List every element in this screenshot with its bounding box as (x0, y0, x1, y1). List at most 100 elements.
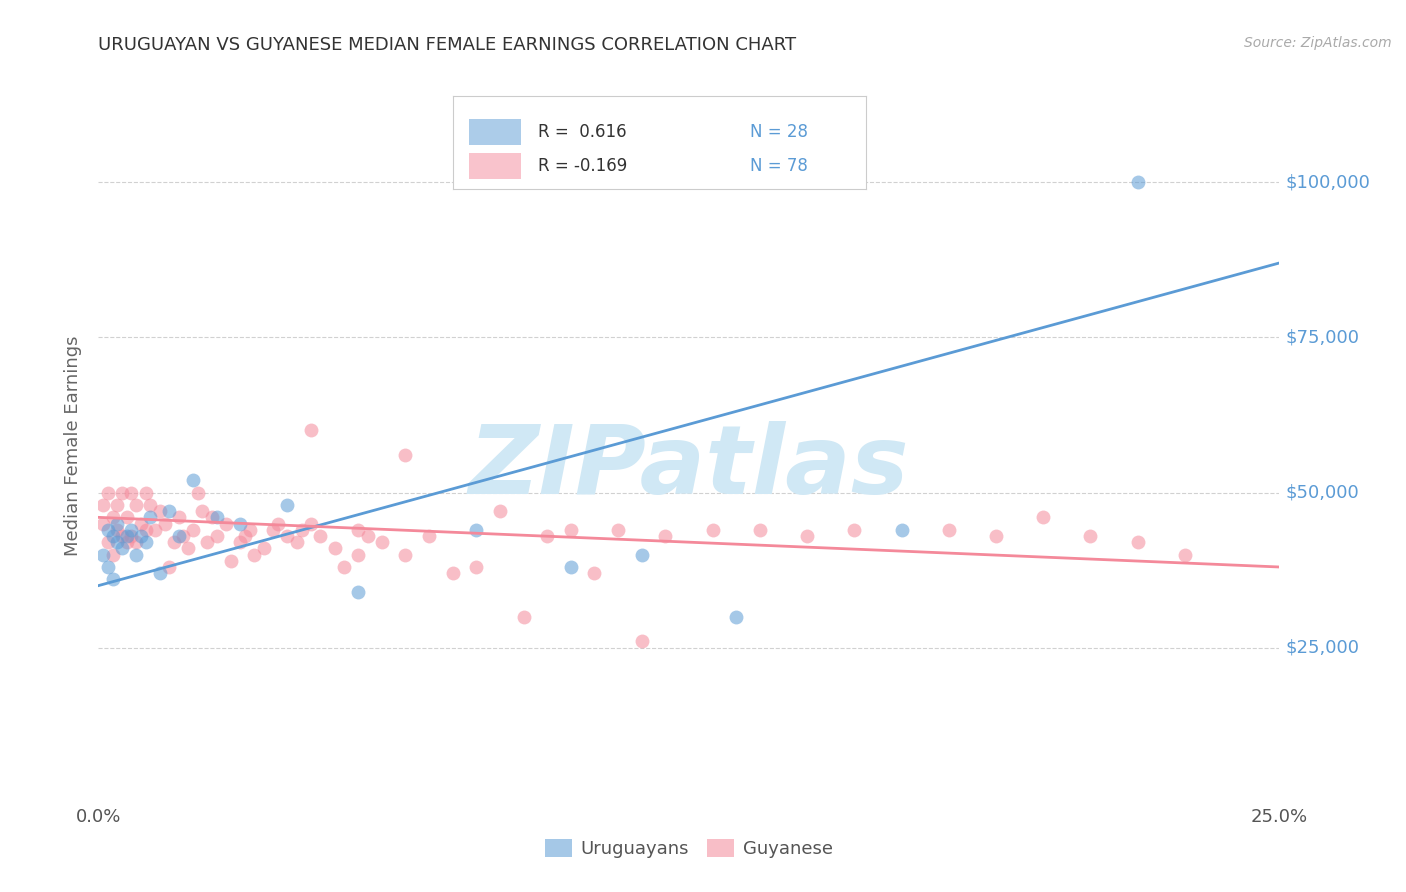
Point (191, 504, 214, 518)
Point (323, 541, 346, 556)
Point (97, 560, 120, 574)
Point (181, 523, 204, 537)
Point (167, 529, 190, 543)
Point (149, 566, 172, 581)
Text: $50,000: $50,000 (1285, 483, 1360, 501)
Point (276, 529, 298, 543)
Point (111, 485, 134, 500)
Point (347, 548, 370, 562)
Point (115, 510, 138, 524)
Point (371, 535, 394, 549)
Point (101, 529, 124, 543)
Point (262, 523, 284, 537)
Point (347, 584, 370, 599)
Point (290, 523, 312, 537)
Point (489, 504, 512, 518)
Point (1032, 510, 1054, 524)
Point (153, 516, 176, 531)
Text: URUGUAYAN VS GUYANESE MEDIAN FEMALE EARNINGS CORRELATION CHART: URUGUAYAN VS GUYANESE MEDIAN FEMALE EARN… (98, 36, 797, 54)
Point (239, 523, 262, 537)
Point (333, 560, 356, 574)
Point (101, 573, 124, 587)
Point (135, 523, 157, 537)
Point (725, 609, 748, 624)
Point (135, 485, 157, 500)
Point (796, 529, 818, 543)
Point (233, 529, 256, 543)
Bar (470, 153, 522, 179)
Point (135, 535, 157, 549)
Point (357, 529, 380, 543)
Point (938, 523, 960, 537)
Point (702, 523, 724, 537)
Point (121, 529, 143, 543)
Point (111, 541, 134, 556)
Point (844, 523, 866, 537)
Point (139, 510, 162, 524)
Point (607, 523, 630, 537)
Text: N = 78: N = 78 (751, 157, 808, 175)
Point (125, 535, 148, 549)
Point (299, 516, 322, 531)
Text: ZIPatlas: ZIPatlas (468, 421, 910, 514)
Point (172, 529, 194, 543)
Point (1174, 548, 1197, 562)
Point (465, 523, 488, 537)
Point (205, 510, 228, 524)
Point (187, 485, 209, 500)
Point (129, 529, 152, 543)
Point (243, 548, 266, 562)
Point (115, 535, 138, 549)
Point (253, 541, 276, 556)
Text: Source: ZipAtlas.com: Source: ZipAtlas.com (1244, 36, 1392, 50)
Point (560, 523, 582, 537)
Point (139, 498, 162, 512)
Point (177, 541, 200, 556)
Point (121, 485, 143, 500)
Point (229, 535, 252, 549)
Text: $25,000: $25,000 (1285, 639, 1360, 657)
Point (97, 535, 120, 549)
Text: $100,000: $100,000 (1285, 173, 1371, 191)
Point (105, 535, 128, 549)
Point (167, 510, 190, 524)
Point (181, 473, 204, 487)
Point (1126, 175, 1149, 189)
Point (157, 560, 180, 574)
Point (299, 424, 322, 438)
Point (309, 529, 332, 543)
Point (560, 560, 582, 574)
Point (654, 529, 676, 543)
Point (465, 560, 488, 574)
Point (105, 498, 128, 512)
Point (512, 609, 534, 624)
Text: $75,000: $75,000 (1285, 328, 1360, 346)
Point (105, 523, 128, 537)
Bar (470, 119, 522, 145)
Point (205, 529, 228, 543)
Point (111, 529, 134, 543)
Point (583, 566, 606, 581)
Point (229, 516, 252, 531)
Point (630, 548, 652, 562)
Point (215, 516, 238, 531)
Point (101, 548, 124, 562)
Point (418, 529, 440, 543)
Y-axis label: Median Female Earnings: Median Female Earnings (65, 335, 83, 557)
Point (91, 498, 114, 512)
Point (276, 498, 298, 512)
Point (121, 523, 143, 537)
Point (347, 523, 370, 537)
Point (129, 516, 152, 531)
Point (97, 485, 120, 500)
Point (1126, 535, 1149, 549)
Text: R = -0.169: R = -0.169 (538, 157, 627, 175)
Point (201, 510, 224, 524)
Point (91, 548, 114, 562)
Point (157, 504, 180, 518)
Point (125, 548, 148, 562)
Point (748, 523, 770, 537)
Point (394, 548, 416, 562)
Point (267, 516, 290, 531)
Point (163, 535, 186, 549)
